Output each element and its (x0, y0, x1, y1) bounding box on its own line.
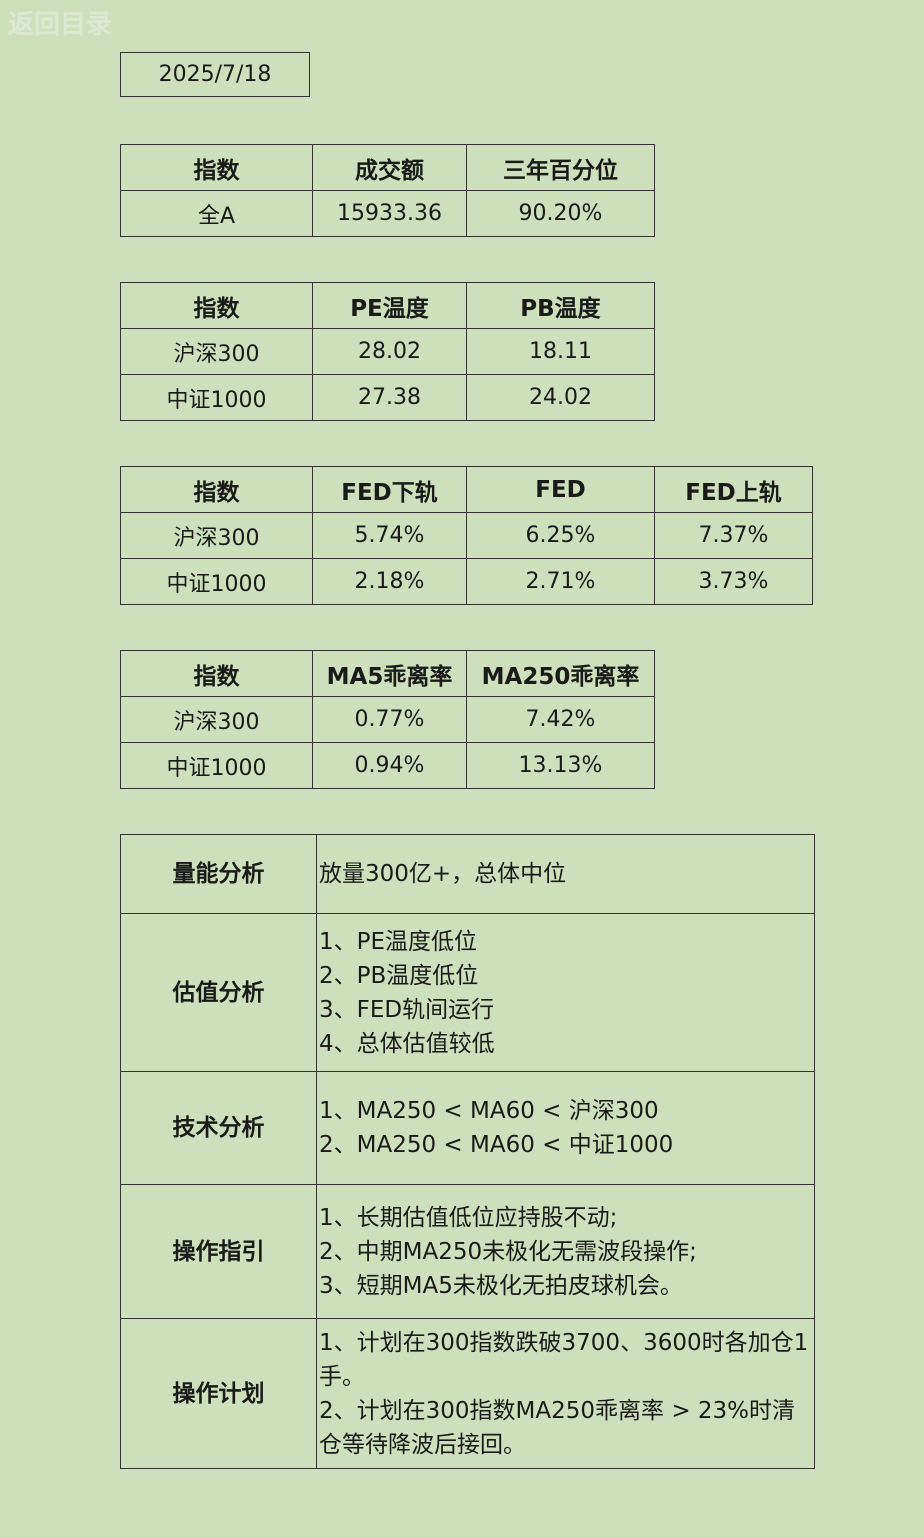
cell: 0.94% (312, 742, 467, 789)
line: 1、长期估值低位应持股不动; (319, 1204, 618, 1231)
table-row: 沪深300 5.74% 6.25% 7.37% (120, 512, 813, 559)
line: 2、中期MA250未极化无需波段操作; (319, 1238, 697, 1265)
cell: 7.37% (654, 512, 813, 559)
line: 1、PE温度低位 (319, 928, 478, 955)
table-row: 全A 15933.36 90.20% (120, 190, 655, 237)
cell: 18.11 (466, 328, 655, 375)
header-cell: PE温度 (312, 282, 467, 329)
header-cell: 三年百分位 (466, 144, 655, 191)
line: 2、PB温度低位 (319, 962, 479, 989)
header-cell: FED下轨 (312, 466, 467, 513)
cell: 7.42% (466, 696, 655, 743)
cell: 5.74% (312, 512, 467, 559)
table-row: 沪深300 0.77% 7.42% (120, 696, 655, 743)
cell: 沪深300 (120, 328, 313, 375)
report-date: 2025/7/18 (120, 52, 310, 97)
cell: 13.13% (466, 742, 655, 789)
cell: 0.77% (312, 696, 467, 743)
table-row: 操作指引 1、长期估值低位应持股不动; 2、中期MA250未极化无需波段操作; 3、短… (120, 1184, 815, 1319)
cell: 2.71% (466, 558, 655, 605)
cell: 28.02 (312, 328, 467, 375)
line: 1、MA250 < MA60 < 沪深300 (319, 1098, 659, 1124)
cell: 全A (120, 190, 313, 237)
row-label: 量能分析 (120, 834, 317, 914)
turnover-table: 指数 成交额 三年百分位 全A 15933.36 90.20% (120, 144, 655, 237)
line: 2、计划在300指数MA250乖离率 > 23%时清仓等待降波后接回。 (319, 1397, 796, 1458)
cell: 27.38 (312, 374, 467, 421)
row-label: 技术分析 (120, 1071, 317, 1185)
header-cell: 指数 (120, 282, 313, 329)
header-cell: MA250乖离率 (466, 650, 655, 697)
row-content: 1、计划在300指数跌破3700、3600时各加仓1手。 2、计划在300指数MA… (316, 1318, 815, 1469)
header-cell: MA5乖离率 (312, 650, 467, 697)
cell: 90.20% (466, 190, 655, 237)
cell: 中证1000 (120, 742, 313, 789)
header-cell: PB温度 (466, 282, 655, 329)
cell: 2.18% (312, 558, 467, 605)
table-row: 沪深300 28.02 18.11 (120, 328, 655, 375)
cell: 沪深300 (120, 512, 313, 559)
cell: 3.73% (654, 558, 813, 605)
table-row: 中证1000 2.18% 2.71% 3.73% (120, 558, 813, 605)
ma-deviation-table: 指数 MA5乖离率 MA250乖离率 沪深300 0.77% 7.42% 中证1000 0… (120, 650, 655, 789)
row-content: 1、PE温度低位 2、PB温度低位 3、FED轨间运行 4、总体估值较低 (316, 913, 815, 1072)
table-row: 中证1000 0.94% 13.13% (120, 742, 655, 789)
line: 3、短期MA5未极化无拍皮球机会。 (319, 1272, 683, 1299)
cell: 中证1000 (120, 558, 313, 605)
row-content: 1、MA250 < MA60 < 沪深300 2、MA250 < MA60 < 中… (316, 1071, 815, 1185)
header-cell: 指数 (120, 144, 313, 191)
cell: 6.25% (466, 512, 655, 559)
header-cell: 成交额 (312, 144, 467, 191)
fed-table: 指数 FED下轨 FED FED上轨 沪深300 5.74% 6.25% 7.37% 中证1… (120, 466, 813, 605)
cell: 24.02 (466, 374, 655, 421)
table-row: 量能分析 放量300亿+，总体中位 (120, 834, 815, 914)
header-cell: FED (466, 466, 655, 513)
row-label: 估值分析 (120, 913, 317, 1072)
table-row: 中证1000 27.38 24.02 (120, 374, 655, 421)
header-cell: FED上轨 (654, 466, 813, 513)
header-cell: 指数 (120, 466, 313, 513)
cell: 15933.36 (312, 190, 467, 237)
header-cell: 指数 (120, 650, 313, 697)
row-label: 操作计划 (120, 1318, 317, 1469)
line: 2、MA250 < MA60 < 中证1000 (319, 1132, 674, 1158)
temperature-table: 指数 PE温度 PB温度 沪深300 28.02 18.11 中证1000 27.38 24… (120, 282, 655, 421)
cell: 沪深300 (120, 696, 313, 743)
back-to-contents-link[interactable]: 返回目录 (8, 10, 113, 40)
line: 3、FED轨间运行 (319, 996, 495, 1023)
analysis-table: 量能分析 放量300亿+，总体中位 估值分析 1、PE温度低位 2、PB温度低位 3、F… (120, 834, 815, 1469)
row-content: 放量300亿+，总体中位 (316, 834, 815, 914)
cell: 中证1000 (120, 374, 313, 421)
line: 4、总体估值较低 (319, 1030, 495, 1057)
table-row: 技术分析 1、MA250 < MA60 < 沪深300 2、MA250 < MA60… (120, 1071, 815, 1185)
table-row: 操作计划 1、计划在300指数跌破3700、3600时各加仓1手。 2、计划在300… (120, 1318, 815, 1469)
table-row: 估值分析 1、PE温度低位 2、PB温度低位 3、FED轨间运行 4、总体估值较低 (120, 913, 815, 1072)
row-label: 操作指引 (120, 1184, 317, 1319)
line: 1、计划在300指数跌破3700、3600时各加仓1手。 (319, 1329, 809, 1390)
line: 放量300亿+，总体中位 (319, 861, 567, 887)
row-content: 1、长期估值低位应持股不动; 2、中期MA250未极化无需波段操作; 3、短期MA5… (316, 1184, 815, 1319)
